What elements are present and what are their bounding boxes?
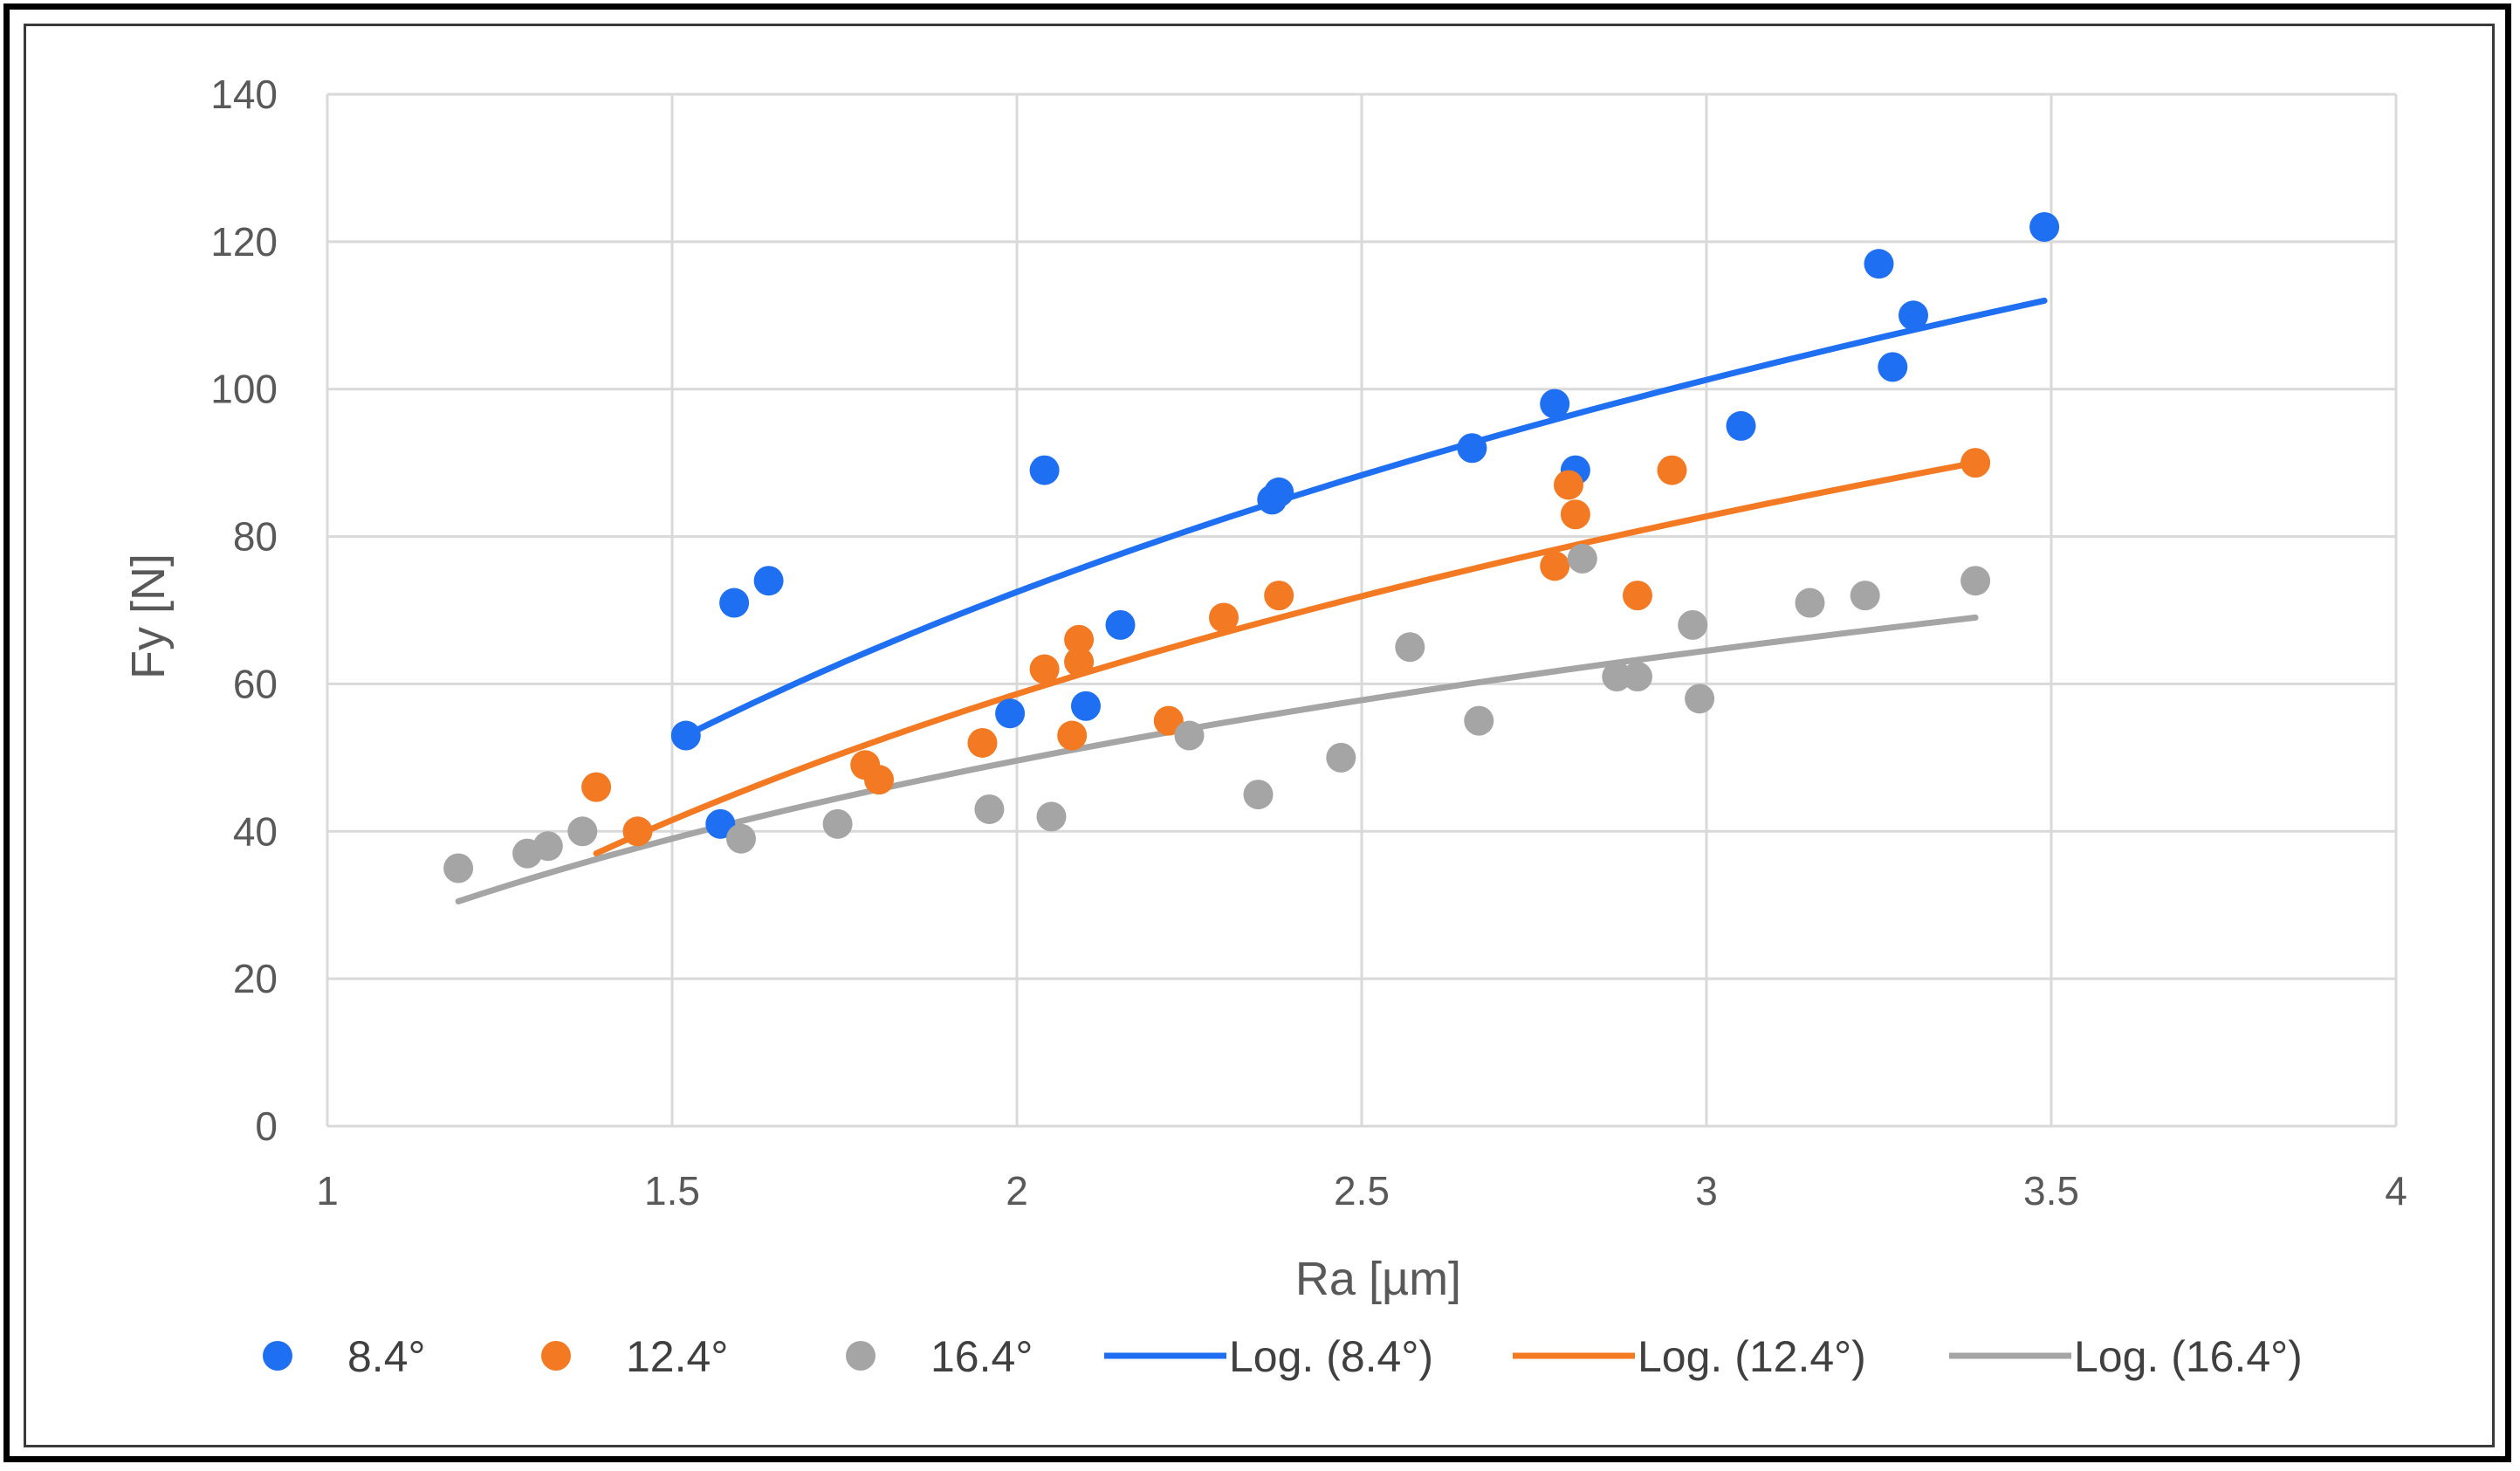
x-tick-label: 2.5	[1334, 1168, 1390, 1213]
trendline-0	[683, 297, 2048, 739]
point-series-1	[1064, 647, 1095, 677]
y-tick-label: 120	[210, 219, 278, 265]
point-series-2	[1623, 661, 1652, 691]
chart-outer-border	[3, 3, 2511, 1462]
y-tick-label: 0	[255, 1103, 278, 1149]
point-series-0	[719, 588, 750, 618]
point-series-2	[822, 808, 853, 839]
point-series-2	[974, 794, 1005, 824]
point-series-0	[1726, 410, 1756, 441]
point-series-1	[1029, 654, 1060, 684]
legend-label: Log. (8.4°)	[1229, 1332, 1433, 1381]
point-series-0	[1029, 455, 1060, 485]
point-series-2	[1567, 543, 1597, 574]
point-series-0	[1878, 352, 1908, 382]
point-series-2	[1685, 684, 1715, 714]
legend-label: Log. (12.4°)	[1638, 1332, 1866, 1381]
point-series-1	[1057, 720, 1088, 751]
x-tick-label: 1.5	[644, 1168, 700, 1213]
y-tick-label: 40	[233, 808, 278, 854]
x-tick-label: 2	[1006, 1168, 1028, 1213]
point-series-2	[1036, 801, 1067, 832]
point-series-0	[1540, 388, 1570, 419]
point-series-1	[1657, 455, 1687, 485]
point-series-2	[567, 816, 598, 847]
y-tick-label: 80	[233, 514, 278, 560]
x-tick-label: 1	[316, 1168, 339, 1213]
x-axis-tick-labels: 1 1.5 2 2.5 3 3.5 4	[316, 1168, 2407, 1213]
point-series-2	[1602, 661, 1632, 691]
point-series-2	[1243, 780, 1274, 810]
legend-label: Log. (16.4°)	[2074, 1332, 2303, 1381]
data-points	[443, 211, 2060, 883]
legend-marker-1	[541, 1341, 571, 1371]
point-series-0	[1264, 477, 1294, 507]
point-series-2	[532, 831, 563, 862]
point-series-1	[1153, 705, 1184, 736]
legend-label: 16.4°	[930, 1332, 1033, 1381]
point-series-2	[1464, 705, 1494, 736]
point-series-2	[1174, 720, 1205, 751]
legend-label: 12.4°	[626, 1332, 728, 1381]
point-series-1	[1560, 499, 1590, 530]
legend-label: 8.4°	[347, 1332, 426, 1381]
gridlines	[326, 93, 2398, 1128]
trendline-1	[593, 459, 1979, 857]
point-series-1	[1064, 624, 1095, 655]
point-series-1	[1209, 602, 1239, 633]
point-series-0	[1899, 300, 1928, 331]
point-series-1	[1540, 551, 1570, 581]
point-series-1	[967, 727, 998, 758]
legend-marker-2	[846, 1341, 875, 1371]
chart-area-border	[24, 24, 2495, 1447]
point-series-0	[1071, 691, 1101, 721]
legend-marker-0	[263, 1341, 292, 1371]
point-series-0	[1457, 433, 1487, 464]
trendline-2	[455, 614, 1979, 904]
point-series-2	[1326, 742, 1356, 773]
x-tick-label: 4	[2385, 1168, 2407, 1213]
point-series-2	[1395, 632, 1425, 663]
point-series-2	[726, 823, 756, 854]
y-tick-label: 60	[233, 661, 278, 706]
point-series-2	[443, 853, 474, 883]
point-series-1	[1960, 448, 1991, 478]
point-series-0	[1105, 609, 1136, 640]
point-series-2	[1678, 609, 1708, 640]
point-series-0	[1864, 249, 1894, 279]
point-series-2	[1795, 588, 1825, 618]
point-series-1	[1264, 581, 1294, 611]
point-series-0	[705, 808, 736, 839]
point-series-0	[670, 720, 701, 751]
legend: 8.4° 12.4° 16.4° Log. (8.4°) Log. (12.4°) Log…	[263, 1332, 2303, 1381]
x-tick-label: 3.5	[2023, 1168, 2079, 1213]
x-tick-label: 3	[1695, 1168, 1718, 1213]
y-axis-tick-labels: 0 20 40 60 80 100 120 140	[210, 72, 278, 1149]
point-series-0	[753, 566, 784, 596]
point-series-1	[622, 816, 653, 847]
y-tick-label: 20	[233, 956, 278, 1001]
point-series-2	[1850, 581, 1880, 611]
point-series-1	[581, 772, 612, 802]
point-series-0	[995, 698, 1026, 729]
point-series-1	[1623, 581, 1652, 611]
y-tick-label: 100	[210, 367, 278, 412]
x-axis-title: Ra [µm]	[1295, 1253, 1461, 1305]
point-series-1	[864, 765, 894, 795]
point-series-1	[1554, 470, 1583, 500]
y-tick-label: 140	[210, 72, 278, 117]
y-axis-title: Fy [N]	[122, 553, 175, 679]
point-series-0	[2029, 211, 2060, 242]
point-series-2	[1960, 566, 1991, 596]
